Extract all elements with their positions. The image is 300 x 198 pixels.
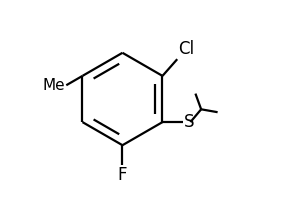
- Text: Me: Me: [43, 78, 65, 93]
- Text: F: F: [118, 167, 127, 185]
- Text: Cl: Cl: [178, 40, 194, 58]
- Text: S: S: [184, 113, 195, 131]
